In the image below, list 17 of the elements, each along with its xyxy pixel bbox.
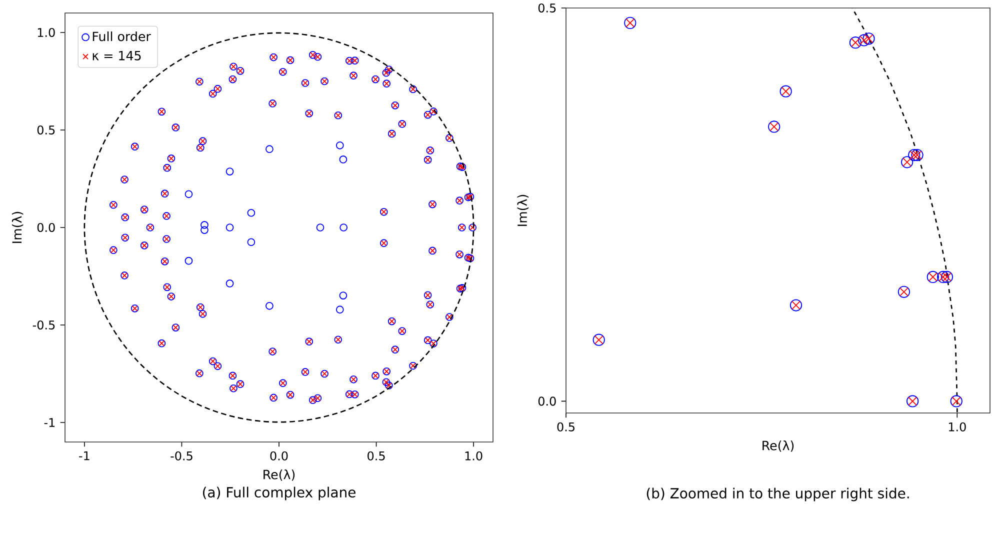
text: (a) Full complex plane (202, 486, 356, 500)
legend-label: κ = 145 (92, 50, 141, 60)
y-tick-label: 1.0 (38, 28, 55, 38)
x-tick-label: 0.0 (270, 451, 288, 460)
y-tick-label: -0.5 (32, 320, 55, 330)
y-tick-label: 0.0 (37, 222, 55, 232)
y-axis-title: Im(λ) (517, 194, 529, 226)
y-axis-title: Im(λ) (12, 212, 24, 243)
x-tick-label: -1 (79, 451, 90, 460)
x-axis-title: Re(λ) (762, 440, 794, 452)
x-tick-label: 1.0 (465, 451, 482, 460)
x-tick-label: 0.5 (368, 451, 385, 460)
legend-label: Full order (92, 31, 151, 42)
x-tick-label: -0.5 (170, 451, 192, 460)
text: (b) Zoomed in to the upper right side. (646, 488, 909, 502)
y-tick-label: 0.5 (37, 125, 55, 135)
x-axis-title: Re(λ) (264, 470, 295, 481)
